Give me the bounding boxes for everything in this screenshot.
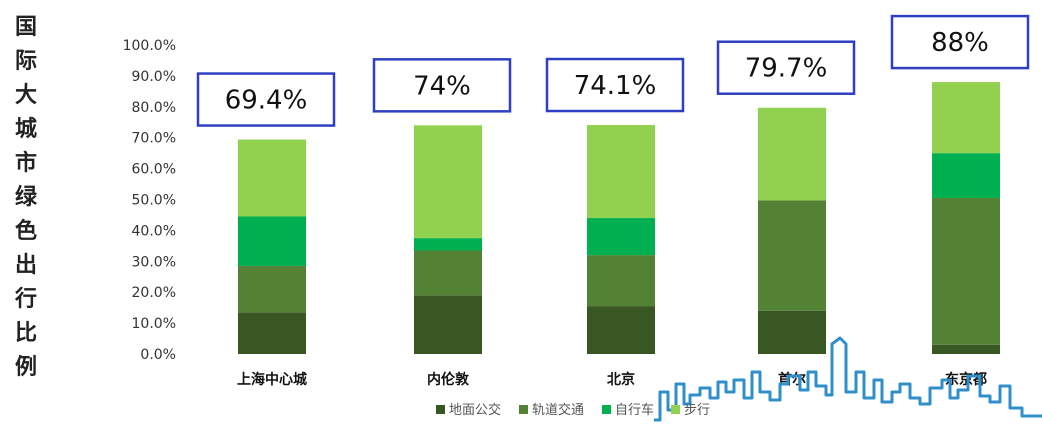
bar-segment <box>414 125 482 239</box>
bar-segment <box>758 310 826 354</box>
bar-segment <box>932 344 1000 354</box>
y-axis-title-char: 市 <box>15 150 37 176</box>
y-axis-ticks: 0.0% 10.0% 20.0% 30.0% 40.0% 50.0% 60.0% 70.0% 8… <box>123 38 176 363</box>
y-tick-label: 90.0% <box>132 69 176 85</box>
y-axis-title-char: 色 <box>15 218 37 244</box>
category-label: 北京 <box>607 371 635 388</box>
total-annotations: 69.4% 74% 74.1% 79.7% 88% <box>196 14 1030 127</box>
bar-segment <box>932 82 1000 154</box>
bar-segment <box>238 312 306 354</box>
y-axis-title-char: 际 <box>15 49 37 74</box>
annotation-box <box>716 40 856 95</box>
y-tick-label: 10.0% <box>132 316 176 332</box>
y-tick-label: 100.0% <box>123 38 176 54</box>
annotation-label: 74.1% <box>574 71 657 101</box>
y-axis-title-char: 国 <box>15 15 37 40</box>
y-tick-label: 50.0% <box>132 193 176 209</box>
skyline-logo <box>654 336 1042 422</box>
y-tick-label: 40.0% <box>132 223 176 239</box>
bar-segment <box>587 218 655 256</box>
bar-segment <box>758 200 826 311</box>
annotation-box <box>545 57 685 113</box>
legend-swatch <box>671 405 680 414</box>
category-label: 上海中心城 <box>237 371 307 388</box>
bar-segment <box>414 250 482 296</box>
bar-segment <box>932 197 1000 345</box>
y-tick-label: 20.0% <box>132 285 176 301</box>
bars <box>238 82 1000 354</box>
skyline-outline <box>654 336 1042 422</box>
y-axis-title-char: 出 <box>15 253 37 278</box>
legend-swatch <box>602 405 611 414</box>
bar-segment <box>238 139 306 217</box>
bar-segment <box>587 306 655 354</box>
bar-segment <box>587 125 655 219</box>
bar-segment <box>587 255 655 307</box>
y-tick-label: 60.0% <box>132 162 176 178</box>
y-axis-title-char: 比 <box>15 321 37 346</box>
bar-segment <box>932 153 1000 198</box>
y-tick-label: 30.0% <box>132 254 176 270</box>
annotation-label: 88% <box>931 28 989 58</box>
y-axis-title-char: 大 <box>15 83 37 108</box>
y-axis-title-char: 行 <box>14 286 37 312</box>
y-axis-title-char: 例 <box>15 355 37 380</box>
legend-label: 轨道交通 <box>532 402 584 418</box>
bar-segment <box>758 107 826 201</box>
legend: 地面公交 轨道交通 自行车 步行 <box>436 402 710 418</box>
category-label: 内伦敦 <box>427 371 470 388</box>
legend-swatch <box>519 405 528 414</box>
legend-label: 地面公交 <box>449 402 501 418</box>
legend-swatch <box>436 405 445 414</box>
annotation-box <box>890 14 1030 70</box>
y-tick-label: 0.0% <box>140 347 176 363</box>
legend-label: 自行车 <box>615 402 654 418</box>
bar-segment <box>238 216 306 266</box>
y-tick-label: 70.0% <box>132 131 176 147</box>
annotation-label: 79.7% <box>745 54 828 84</box>
annotation-label: 69.4% <box>225 86 308 116</box>
legend-label: 步行 <box>684 403 710 418</box>
annotation-box <box>372 58 512 113</box>
bar-segment <box>414 238 482 251</box>
annotation-box <box>196 72 336 127</box>
bar-segment <box>414 295 482 354</box>
y-axis-title-char: 绿 <box>15 184 38 210</box>
y-axis-title-char: 城 <box>15 116 37 142</box>
bar-segment <box>238 265 306 313</box>
annotation-label: 74% <box>413 71 471 101</box>
y-tick-label: 80.0% <box>132 100 176 116</box>
